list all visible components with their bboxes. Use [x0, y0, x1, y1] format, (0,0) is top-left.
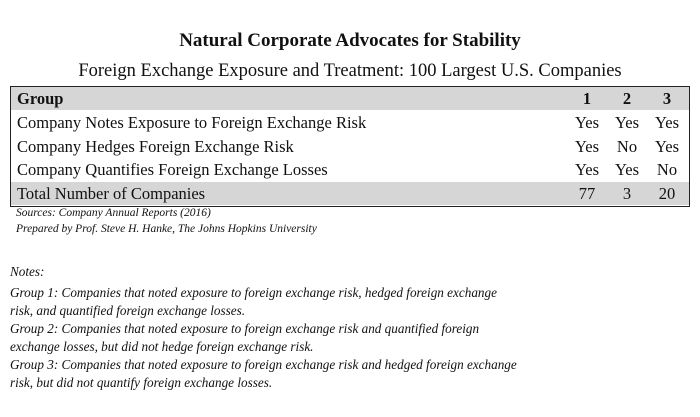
row-label: Company Quantifies Foreign Exchange Loss…	[17, 160, 328, 179]
title: Natural Corporate Advocates for Stabilit…	[179, 30, 521, 51]
notes-heading: Notes:	[10, 264, 45, 279]
note-line: Group 3: Companies that noted exposure t…	[10, 357, 517, 372]
table-cell: No	[616, 136, 638, 156]
table-cell: No	[656, 160, 678, 179]
table-cell: 77	[578, 184, 596, 203]
table-cell: 3	[622, 184, 632, 203]
table-row: Total Number of Companies 77 3 20	[11, 182, 689, 205]
table-row: Company Quantifies Foreign Exchange Loss…	[11, 158, 689, 181]
row-label: Total Number of Companies	[17, 184, 206, 203]
table-cell: Yes	[574, 136, 599, 156]
table-cell: 2	[622, 89, 632, 108]
row-label: Company Hedges Foreign Exchange Risk	[17, 136, 294, 156]
note-line: Group 1: Companies that noted exposure t…	[10, 285, 497, 300]
note-line: risk, but did not quantify foreign excha…	[10, 375, 273, 390]
table-cell: Yes	[654, 136, 679, 156]
table-row: Company Hedges Foreign Exchange Risk Yes N…	[11, 135, 689, 158]
table-cell: 20	[658, 184, 676, 203]
row-label: Company Notes Exposure to Foreign Exchan…	[17, 113, 367, 132]
note-line: Group 2: Companies that noted exposure t…	[10, 321, 480, 336]
table-row: Company Notes Exposure to Foreign Exchan…	[11, 111, 689, 134]
source-note: Prepared by Prof. Steve H. Hanke, The Jo…	[16, 223, 317, 235]
table-cell: Yes	[654, 113, 679, 132]
row-label: Group	[17, 89, 64, 108]
source-note: Sources: Company Annual Reports (2016)	[16, 207, 211, 219]
subtitle: Foreign Exchange Exposure and Treatment:…	[78, 61, 622, 81]
table-cell: Yes	[574, 113, 599, 132]
table-cell: Yes	[574, 160, 599, 179]
table-cell: Yes	[614, 160, 639, 179]
table-cell: 1	[582, 89, 592, 108]
table: Group 1 2 3 Company Notes Exposure to Foreig…	[10, 86, 690, 207]
table-cell: 3	[662, 89, 672, 108]
note-line: risk, and quantified foreign exchange lo…	[10, 303, 246, 318]
table-row: Group 1 2 3	[11, 87, 689, 110]
note-line: exchange losses, but did not hedge forei…	[10, 339, 314, 354]
table-cell: Yes	[614, 113, 639, 132]
